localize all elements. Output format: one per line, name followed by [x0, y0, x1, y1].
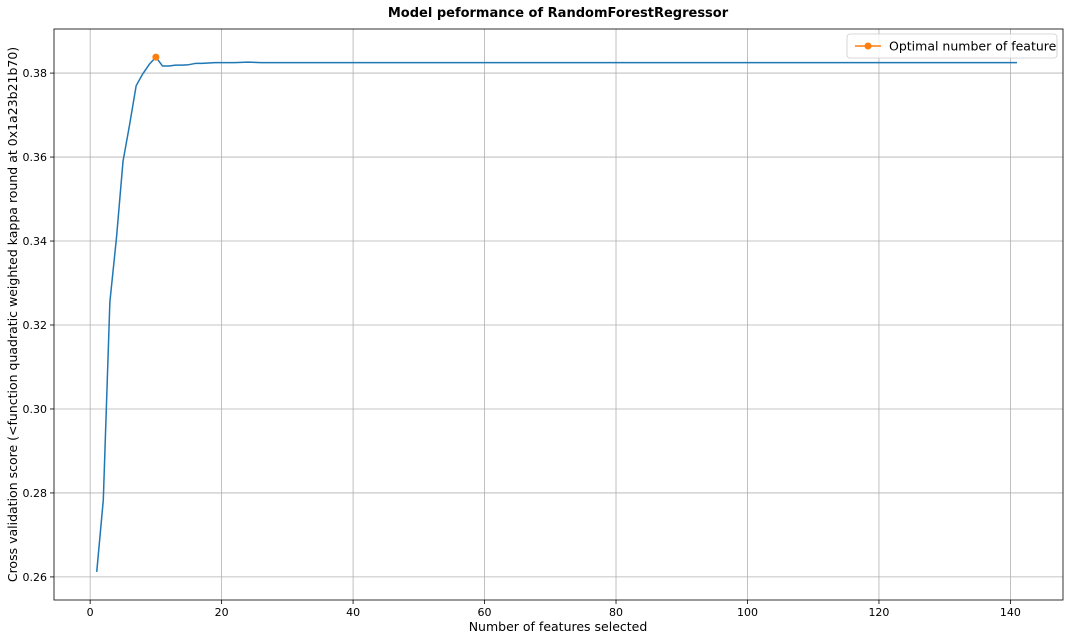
legend-swatch-marker [864, 42, 872, 50]
legend-box [846, 33, 1058, 59]
x-tick-label: 140 [1000, 606, 1021, 619]
optimal-point-marker [152, 53, 160, 61]
plot-frame [53, 28, 1064, 601]
x-tick-label: 80 [609, 606, 623, 619]
x-axis-label: Number of features selected [469, 619, 648, 634]
x-tick-label: 100 [737, 606, 758, 619]
y-tick-label: 0.34 [23, 235, 48, 248]
y-tick-label: 0.38 [23, 67, 48, 80]
series-layer [95, 53, 1017, 572]
legend: Optimal number of feature [846, 33, 1058, 59]
y-tick-label: 0.30 [23, 403, 48, 416]
chart-title: Model peformance of RandomForestRegresso… [388, 6, 729, 21]
y-axis: 0.26 0.28 0.30 0.32 0.34 0.36 0.38 [23, 67, 54, 584]
grid [54, 29, 1063, 600]
y-tick-label: 0.26 [23, 571, 48, 584]
x-tick-label: 120 [868, 606, 889, 619]
y-axis-label: Cross validation score (<function quadra… [5, 47, 20, 582]
y-tick-label: 0.28 [23, 487, 48, 500]
score-line [95, 56, 1017, 572]
x-tick-label: 20 [215, 606, 229, 619]
x-tick-label: 0 [87, 606, 94, 619]
x-axis: 0 20 40 60 80 100 120 140 [87, 600, 1021, 619]
x-tick-label: 40 [346, 606, 360, 619]
x-tick-label: 60 [478, 606, 492, 619]
legend-entry-optimal: Optimal number of feature [889, 39, 1057, 54]
y-tick-label: 0.36 [23, 151, 48, 164]
y-tick-label: 0.32 [23, 319, 48, 332]
